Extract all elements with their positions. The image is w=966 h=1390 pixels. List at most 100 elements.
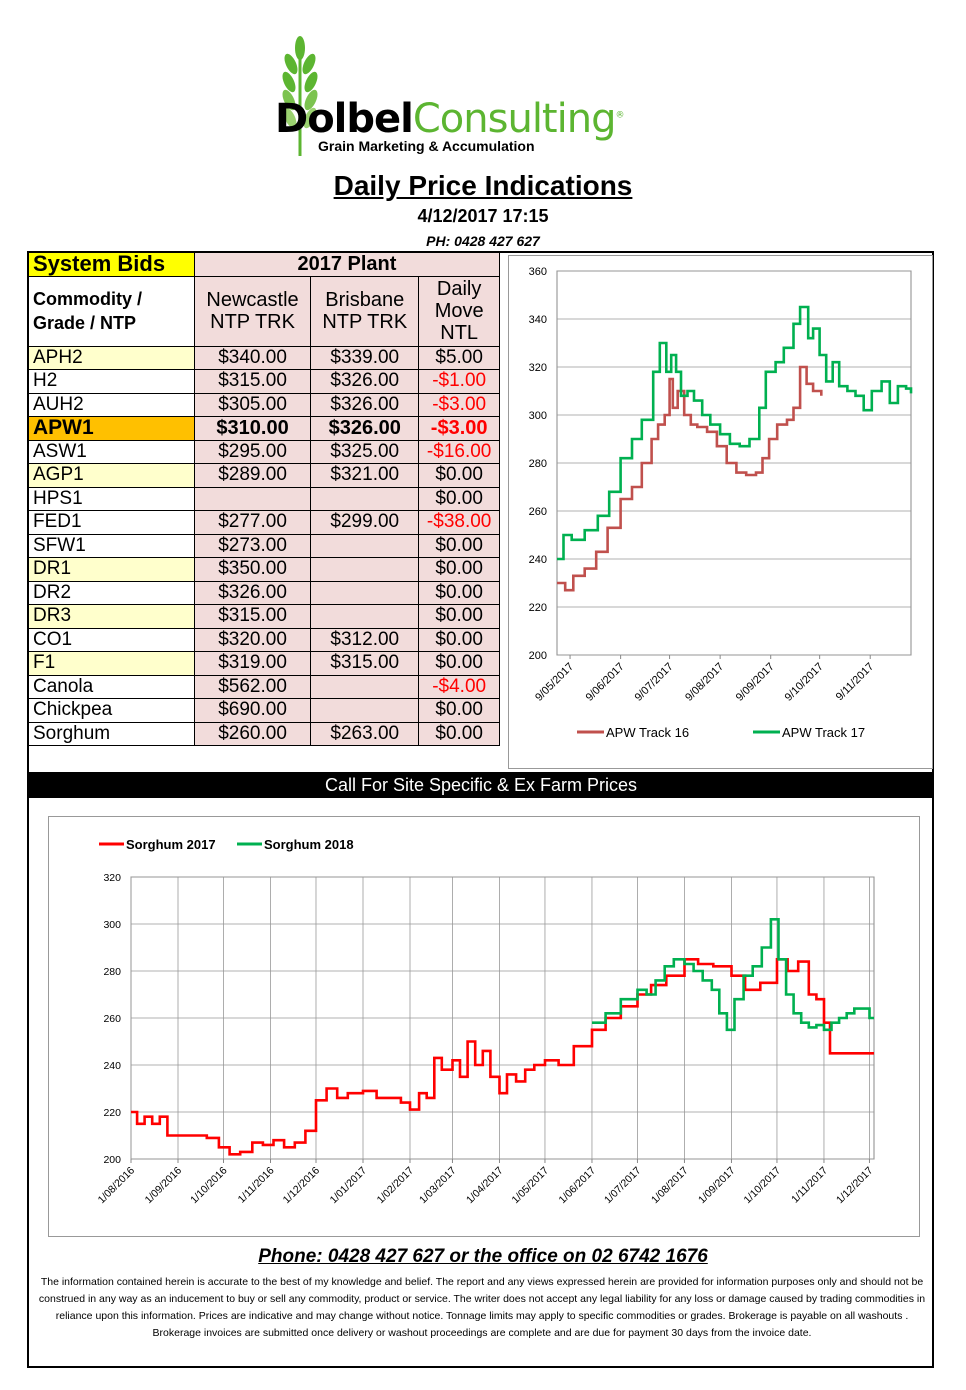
apw-track-chart-svg: 200 220 240 260 280 300 320 340 360 9/05/2017 9/06… bbox=[529, 266, 913, 740]
daily-move-cell: $0.00 bbox=[418, 604, 500, 629]
daily-move-cell: $0.00 bbox=[418, 557, 500, 582]
y-tick-label: 260 bbox=[103, 1013, 121, 1025]
system-bids-table: System Bids 2017 Plant Commodity / Grade… bbox=[28, 252, 501, 746]
brisbane-price-cell: $326.00 bbox=[310, 416, 420, 441]
brisbane-price-cell bbox=[310, 698, 420, 723]
col-commodity-header: Commodity / Grade / NTP bbox=[28, 275, 195, 347]
legend-label: Sorghum 2018 bbox=[264, 837, 354, 852]
table-row: APW1 $310.00 $326.00 -$3.00 bbox=[28, 416, 500, 441]
table-row: Canola $562.00 -$4.00 bbox=[28, 674, 500, 699]
y-tick-label: 320 bbox=[103, 872, 121, 884]
brisbane-price-cell bbox=[310, 557, 420, 582]
grade-cell: DR1 bbox=[28, 557, 195, 582]
series-line bbox=[131, 958, 874, 1156]
daily-move-cell: $0.00 bbox=[418, 698, 500, 723]
y-tick-label: 240 bbox=[529, 554, 547, 566]
newcastle-price-cell: $315.00 bbox=[193, 604, 312, 629]
grade-cell: Canola bbox=[28, 674, 195, 699]
y-tick-label: 280 bbox=[103, 966, 121, 978]
x-tick-label: 1/10/2016 bbox=[188, 1165, 230, 1207]
col-daily-move-header: Daily Move NTL bbox=[418, 275, 500, 347]
series-line bbox=[592, 918, 874, 1032]
newcastle-price-cell: $350.00 bbox=[193, 557, 312, 582]
series-line bbox=[557, 305, 913, 561]
x-tick-label: 1/10/2017 bbox=[742, 1165, 784, 1207]
x-tick-label: 9/08/2017 bbox=[683, 661, 726, 704]
y-tick-label: 280 bbox=[529, 458, 547, 470]
daily-move-cell: -$16.00 bbox=[418, 439, 500, 464]
table-row: DR2 $326.00 $0.00 bbox=[28, 580, 500, 605]
daily-move-cell: $0.00 bbox=[418, 651, 500, 676]
x-tick-label: 1/07/2017 bbox=[602, 1165, 644, 1207]
brisbane-price-cell: $326.00 bbox=[310, 392, 420, 417]
newcastle-price-cell: $690.00 bbox=[193, 698, 312, 723]
daily-move-cell: -$3.00 bbox=[418, 392, 500, 417]
grade-cell: ASW1 bbox=[28, 439, 195, 464]
header-phone: PH: 0428 427 627 bbox=[426, 233, 540, 249]
daily-move-cell: -$38.00 bbox=[418, 510, 500, 535]
x-tick-label: 9/07/2017 bbox=[633, 661, 676, 704]
newcastle-price-cell: $277.00 bbox=[193, 510, 312, 535]
daily-move-cell: $0.00 bbox=[418, 533, 500, 558]
newcastle-price-cell: $326.00 bbox=[193, 580, 312, 605]
grade-cell: FED1 bbox=[28, 510, 195, 535]
y-tick-label: 360 bbox=[529, 266, 547, 278]
table-row: DR3 $315.00 $0.00 bbox=[28, 604, 500, 629]
brisbane-price-cell: $339.00 bbox=[310, 345, 420, 370]
brisbane-price-cell bbox=[310, 604, 420, 629]
y-tick-label: 320 bbox=[529, 362, 547, 374]
newcastle-price-cell: $319.00 bbox=[193, 651, 312, 676]
grade-cell: F1 bbox=[28, 651, 195, 676]
daily-move-cell: $0.00 bbox=[418, 721, 500, 746]
table-row: H2 $315.00 $326.00 -$1.00 bbox=[28, 369, 500, 394]
daily-move-cell: $5.00 bbox=[418, 345, 500, 370]
legend-label: APW Track 16 bbox=[606, 725, 689, 740]
page-title: Daily Price Indications bbox=[333, 170, 633, 201]
logo-wordmark: DolbelConsulting® bbox=[275, 96, 624, 142]
brisbane-price-cell: $321.00 bbox=[310, 463, 420, 488]
daily-move-cell: $0.00 bbox=[418, 627, 500, 652]
x-tick-label: 1/08/2016 bbox=[96, 1165, 138, 1207]
logo: DolbelConsulting® Grain Marketing & Accu… bbox=[270, 34, 630, 164]
apw-track-chart: 200 220 240 260 280 300 320 340 360 9/05/2017 9/06… bbox=[508, 255, 933, 769]
x-tick-label: 1/09/2016 bbox=[143, 1165, 185, 1207]
x-tick-label: 1/12/2017 bbox=[834, 1165, 876, 1207]
table-row: DR1 $350.00 $0.00 bbox=[28, 557, 500, 582]
legend-label: APW Track 17 bbox=[782, 725, 865, 740]
y-tick-label: 260 bbox=[529, 506, 547, 518]
brisbane-price-cell bbox=[310, 674, 420, 699]
x-tick-label: 1/01/2017 bbox=[328, 1165, 370, 1207]
col-newcastle-header: Newcastle NTP TRK bbox=[193, 275, 312, 347]
table-row: Chickpea $690.00 $0.00 bbox=[28, 698, 500, 723]
brisbane-price-cell: $263.00 bbox=[310, 721, 420, 746]
x-tick-label: 1/02/2017 bbox=[375, 1165, 417, 1207]
plant-year-header: 2017 Plant bbox=[193, 252, 501, 277]
grade-cell: HPS1 bbox=[28, 486, 195, 511]
grade-cell: Chickpea bbox=[28, 698, 195, 723]
daily-move-cell: -$3.00 bbox=[418, 416, 500, 441]
brisbane-price-cell: $325.00 bbox=[310, 439, 420, 464]
grade-cell: SFW1 bbox=[28, 533, 195, 558]
logo-name-a: Dolbel bbox=[275, 96, 414, 142]
footer-phone: Phone: 0428 427 627 or the office on 02 … bbox=[258, 1246, 708, 1267]
x-tick-label: 1/03/2017 bbox=[417, 1165, 459, 1207]
x-tick-label: 9/09/2017 bbox=[734, 661, 777, 704]
grade-cell: AUH2 bbox=[28, 392, 195, 417]
newcastle-price-cell: $273.00 bbox=[193, 533, 312, 558]
x-tick-label: 9/11/2017 bbox=[834, 661, 877, 704]
y-tick-label: 200 bbox=[529, 650, 547, 662]
newcastle-price-cell: $310.00 bbox=[193, 416, 312, 441]
grade-cell: DR2 bbox=[28, 580, 195, 605]
y-tick-label: 300 bbox=[103, 919, 121, 931]
brisbane-price-cell bbox=[310, 486, 420, 511]
daily-move-cell: -$1.00 bbox=[418, 369, 500, 394]
grade-cell: CO1 bbox=[28, 627, 195, 652]
x-tick-label: 9/10/2017 bbox=[783, 661, 826, 704]
table-row: CO1 $320.00 $312.00 $0.00 bbox=[28, 627, 500, 652]
grade-cell: APW1 bbox=[28, 416, 195, 441]
table-row: Sorghum $260.00 $263.00 $0.00 bbox=[28, 721, 500, 746]
grade-cell: DR3 bbox=[28, 604, 195, 629]
newcastle-price-cell: $260.00 bbox=[193, 721, 312, 746]
sorghum-chart: 200 220 240 260 280 300 320 1/08/2016 1/09/2016 1… bbox=[48, 816, 920, 1237]
col-brisbane-header: Brisbane NTP TRK bbox=[310, 275, 420, 347]
